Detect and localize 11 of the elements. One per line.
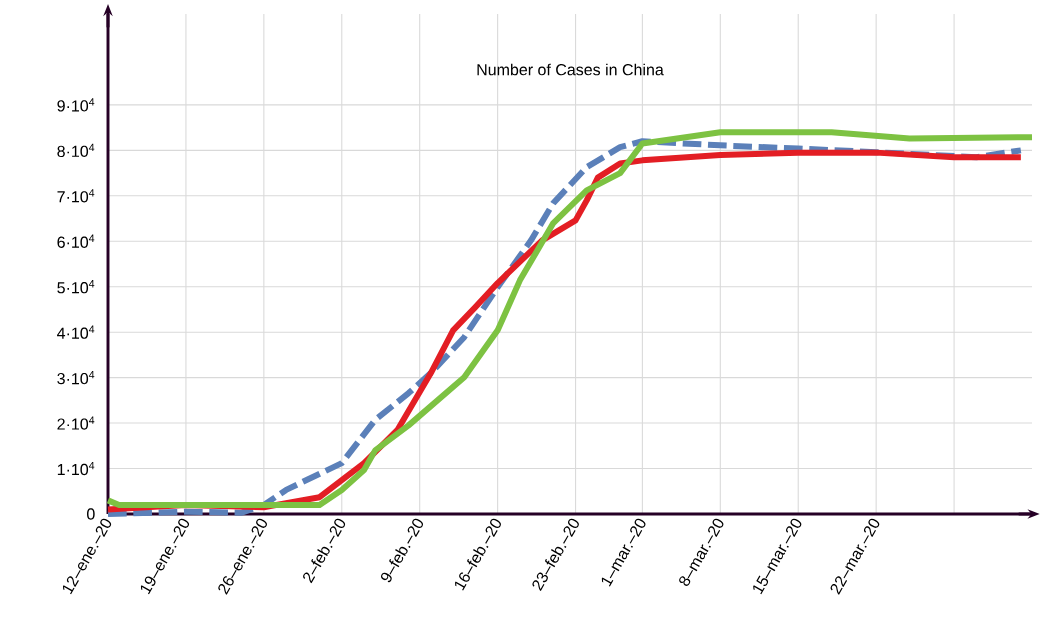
y-tick-label: 7·10$^{4}$ bbox=[57, 189, 95, 203]
y-tick-label: 3·10$^{4}$ bbox=[57, 370, 95, 385]
y-tick-label: 0 bbox=[87, 508, 95, 520]
text: Number of Cases in China bbox=[477, 63, 664, 76]
y-tick-label: 4·10$^{4}$ bbox=[57, 325, 95, 339]
y-tick-label: 2·10$^{4}$ bbox=[57, 416, 95, 430]
y-tick-label: 6·10$^{4}$ bbox=[57, 234, 95, 248]
y-tick-label: 9·10$^{4}$ bbox=[57, 98, 95, 112]
y-tick-label: 5·10$^{4}$ bbox=[57, 280, 95, 294]
y-tick-label: 1·10$^{4}$ bbox=[57, 461, 95, 476]
y-tick-label: 8·10$^{4}$ bbox=[57, 143, 95, 157]
